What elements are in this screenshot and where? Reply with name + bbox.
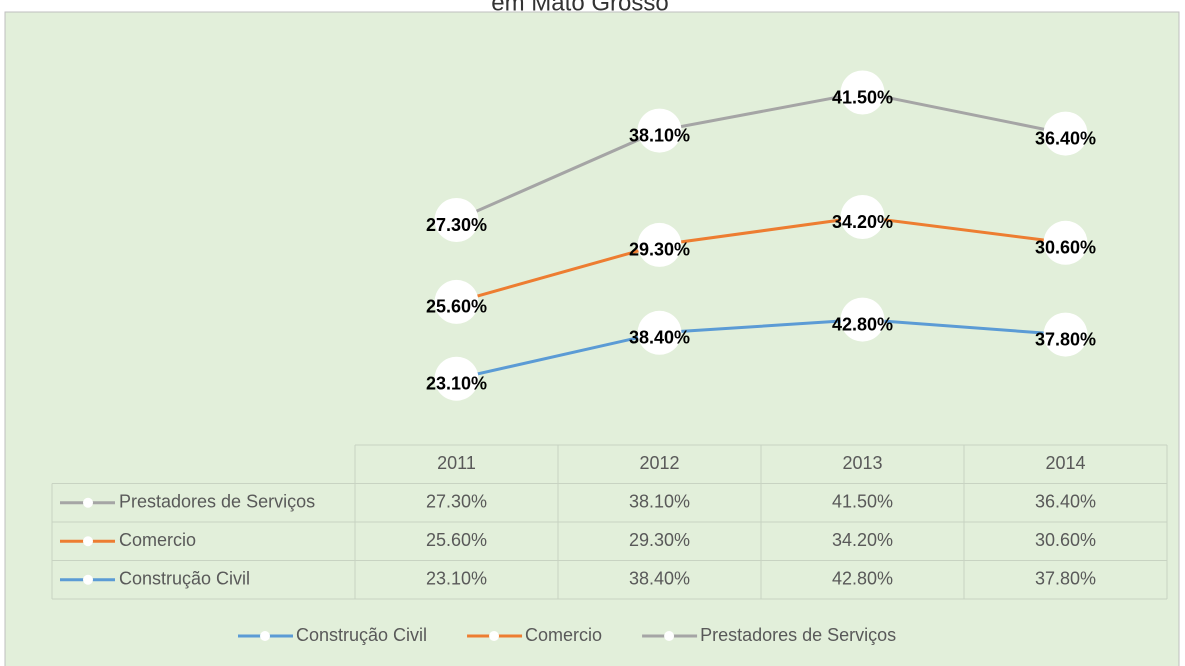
data-label: 38.10% <box>629 125 690 145</box>
data-label: 34.20% <box>832 212 893 232</box>
legend-key-marker <box>83 536 93 547</box>
chart-title: em Mato Grosso <box>491 0 668 16</box>
legend-label: Comercio <box>525 625 602 645</box>
series-line <box>456 318 1066 381</box>
legend-label: Prestadores de Serviços <box>700 625 896 645</box>
table-cell: 37.80% <box>1035 569 1096 589</box>
table-row-label: Comercio <box>119 530 196 550</box>
data-label: 27.30% <box>426 215 487 235</box>
marker <box>637 108 682 153</box>
data-label: 23.10% <box>426 373 487 393</box>
table-cell: 42.80% <box>832 569 893 589</box>
table-cell: 30.60% <box>1035 530 1096 550</box>
table-cell: 27.30% <box>426 492 487 512</box>
marker <box>1043 312 1088 357</box>
legend-key-marker <box>489 631 500 641</box>
table-cell: 36.40% <box>1035 492 1096 512</box>
table-cell: 23.10% <box>426 569 487 589</box>
legend-key-marker <box>664 631 675 641</box>
data-label: 37.80% <box>1035 329 1096 349</box>
marker <box>434 198 479 242</box>
table-row-label: Construção Civil <box>119 569 250 589</box>
legend-key-marker <box>83 574 93 585</box>
table-cell: 41.50% <box>832 492 893 512</box>
marker <box>434 279 479 324</box>
table-cell: 29.30% <box>629 530 690 550</box>
marker <box>840 70 885 115</box>
marker <box>840 297 885 342</box>
legend-label: Construção Civil <box>296 625 427 645</box>
marker <box>1043 220 1088 265</box>
marker <box>434 356 479 401</box>
series-line <box>456 215 1066 304</box>
x-tick-label: 2014 <box>1045 453 1085 473</box>
table-cell: 25.60% <box>426 530 487 550</box>
data-label: 25.60% <box>426 297 487 317</box>
legend-key-marker <box>83 497 93 508</box>
marker <box>637 310 682 355</box>
legend-key-marker <box>260 631 270 641</box>
data-label: 29.30% <box>629 240 690 260</box>
table-cell: 38.40% <box>629 569 690 589</box>
x-tick-label: 2011 <box>437 453 476 473</box>
data-label: 38.40% <box>629 328 690 348</box>
series-line <box>455 90 1066 222</box>
chart-area <box>4 11 1180 666</box>
table-cell: 38.10% <box>629 492 690 512</box>
data-label: 42.80% <box>832 314 893 334</box>
data-label: 41.50% <box>832 87 893 107</box>
x-tick-label: 2013 <box>842 453 882 473</box>
table-row-label: Prestadores de Serviços <box>119 492 315 512</box>
data-label: 36.40% <box>1035 128 1096 148</box>
marker <box>840 195 885 239</box>
data-label: 30.60% <box>1035 238 1096 258</box>
marker <box>637 222 682 267</box>
table-cell: 34.20% <box>832 530 893 550</box>
marker <box>1043 111 1088 156</box>
x-tick-label: 2012 <box>639 453 679 473</box>
